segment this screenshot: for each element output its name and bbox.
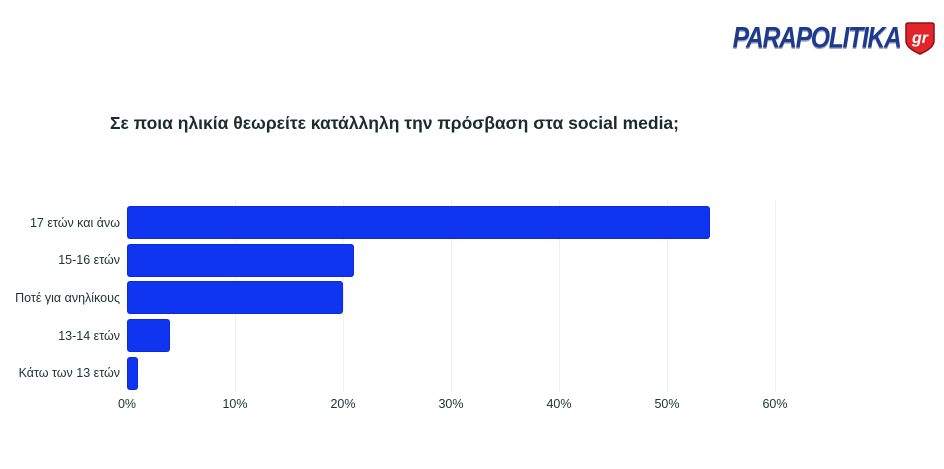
category-label: 13-14 ετών xyxy=(58,328,120,343)
bar xyxy=(127,356,138,390)
parapolitika-logo: PARAPOLITIKA gr xyxy=(718,22,936,55)
x-tick-label: 30% xyxy=(438,397,464,411)
bar xyxy=(127,319,171,353)
plot-area xyxy=(127,200,790,392)
logo-badge-text: gr xyxy=(911,30,929,47)
bar-row xyxy=(127,279,790,317)
bar xyxy=(127,281,343,315)
logo-gr-badge: gr xyxy=(905,22,935,55)
gridline xyxy=(343,200,344,392)
gridline xyxy=(451,200,452,392)
category-label: 17 ετών και άνω xyxy=(29,215,120,230)
bar-row xyxy=(127,354,790,392)
bar xyxy=(127,243,354,277)
category-labels: 17 ετών και άνω 15-16 ετών Ποτέ για ανηλίκ… xyxy=(0,204,120,392)
bar xyxy=(127,206,711,240)
category-label: Κάτω των 13 ετών xyxy=(18,366,120,381)
bar-row xyxy=(127,317,790,355)
chart-title: Σε ποια ηλικία θεωρείτε κατάλληλη την πρ… xyxy=(110,113,679,133)
logo-brand-text: PARAPOLITIKA xyxy=(732,21,901,55)
x-tick-label: 60% xyxy=(762,397,788,411)
x-tick-label: 40% xyxy=(546,397,572,411)
x-tick-label: 50% xyxy=(654,397,680,411)
x-tick-label: 10% xyxy=(222,397,248,411)
x-tick-label: 20% xyxy=(330,397,356,411)
gridline xyxy=(775,200,776,392)
bar-row xyxy=(127,242,790,280)
category-label: Ποτέ για ανηλίκους xyxy=(15,290,120,305)
shield-icon xyxy=(905,22,935,55)
gridline xyxy=(559,200,560,392)
category-label: 15-16 ετών xyxy=(58,253,120,268)
bar-row xyxy=(127,204,790,242)
x-axis: 0% 10% 20% 30% 40% 50% 60% xyxy=(118,397,790,413)
x-tick-label: 0% xyxy=(117,397,137,411)
gridline xyxy=(667,200,668,392)
